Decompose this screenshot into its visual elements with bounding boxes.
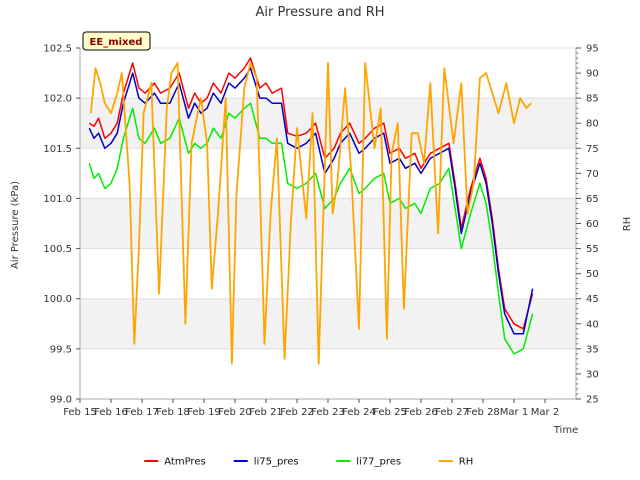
y2-tick-label: 25 bbox=[586, 395, 599, 406]
badge-label: EE_mixed bbox=[90, 37, 143, 48]
x-axis-label: Time bbox=[553, 425, 578, 436]
series-line-li77_pres bbox=[88, 102, 534, 355]
legend-label-AtmPres: AtmPres bbox=[164, 457, 205, 468]
x-tick-label: Feb 28 bbox=[466, 407, 500, 418]
y2-tick-label: 30 bbox=[586, 369, 599, 380]
y-tick-label: 102.5 bbox=[43, 44, 72, 55]
badge: EE_mixed bbox=[82, 31, 151, 51]
legend: AtmPres li75_pres li77_pres RH bbox=[144, 457, 473, 468]
x-tick-label: Feb 19 bbox=[187, 407, 221, 418]
x-tick-label: Feb 16 bbox=[94, 407, 128, 418]
legend-label-li75_pres: li75_pres bbox=[254, 457, 299, 468]
x-tick-label: Feb 27 bbox=[435, 407, 469, 418]
x-tick-label: Feb 15 bbox=[63, 407, 97, 418]
legend-label-RH: RH bbox=[459, 457, 473, 468]
x-tick-label: Feb 21 bbox=[249, 407, 283, 418]
x-tick-label: Feb 17 bbox=[125, 407, 159, 418]
chart-title: Air Pressure and RH bbox=[255, 5, 384, 20]
y2-axis-label: RH bbox=[622, 217, 633, 231]
y-tick-label: 99.5 bbox=[50, 344, 72, 355]
y2-tick-label: 70 bbox=[586, 169, 599, 180]
series-line-RH bbox=[89, 62, 532, 365]
y2-tick-label: 95 bbox=[586, 44, 599, 55]
y-tick-label: 101.5 bbox=[43, 144, 72, 155]
y2-tick-label: 85 bbox=[586, 94, 599, 105]
legend-label-li77_pres: li77_pres bbox=[356, 457, 401, 468]
y2-tick-label: 35 bbox=[586, 344, 599, 355]
y-tick-label: 100.0 bbox=[43, 294, 72, 305]
y-tick-label: 99.0 bbox=[50, 395, 72, 406]
y2-tick-label: 80 bbox=[586, 119, 599, 130]
y2-tick-label: 75 bbox=[586, 144, 599, 155]
y-tick-label: 101.0 bbox=[43, 194, 72, 205]
y2-axis-ticks: 25 30 35 40 45 50 55 60 65 70 75 80 85 90 95 bbox=[576, 44, 599, 406]
x-tick-label: Feb 24 bbox=[342, 407, 376, 418]
y2-tick-label: 65 bbox=[586, 194, 599, 205]
y-axis-ticks: 99.0 99.5 100.0 100.5 101.0 101.5 102.0 102.5 bbox=[43, 44, 80, 406]
series-layer bbox=[88, 57, 534, 365]
x-tick-label: Feb 20 bbox=[218, 407, 252, 418]
y2-tick-label: 50 bbox=[586, 269, 599, 280]
x-tick-label: Mar 2 bbox=[531, 407, 559, 418]
y-axis-label: Air Pressure (kPa) bbox=[10, 181, 21, 269]
y2-tick-label: 45 bbox=[586, 294, 599, 305]
x-tick-label: Feb 22 bbox=[280, 407, 314, 418]
badge-box bbox=[82, 31, 151, 51]
y2-tick-label: 90 bbox=[586, 69, 599, 80]
x-tick-label: Feb 25 bbox=[373, 407, 407, 418]
x-tick-label: Feb 23 bbox=[311, 407, 345, 418]
grid-band bbox=[80, 98, 576, 149]
x-tick-label: Feb 26 bbox=[404, 407, 438, 418]
y-tick-label: 102.0 bbox=[43, 94, 72, 105]
x-tick-label: Mar 1 bbox=[500, 407, 528, 418]
y-tick-label: 100.5 bbox=[43, 244, 72, 255]
x-tick-label: Feb 18 bbox=[156, 407, 190, 418]
y2-tick-label: 55 bbox=[586, 244, 599, 255]
grid-band bbox=[80, 298, 576, 349]
y2-tick-label: 40 bbox=[586, 319, 599, 330]
y2-tick-label: 60 bbox=[586, 219, 599, 230]
